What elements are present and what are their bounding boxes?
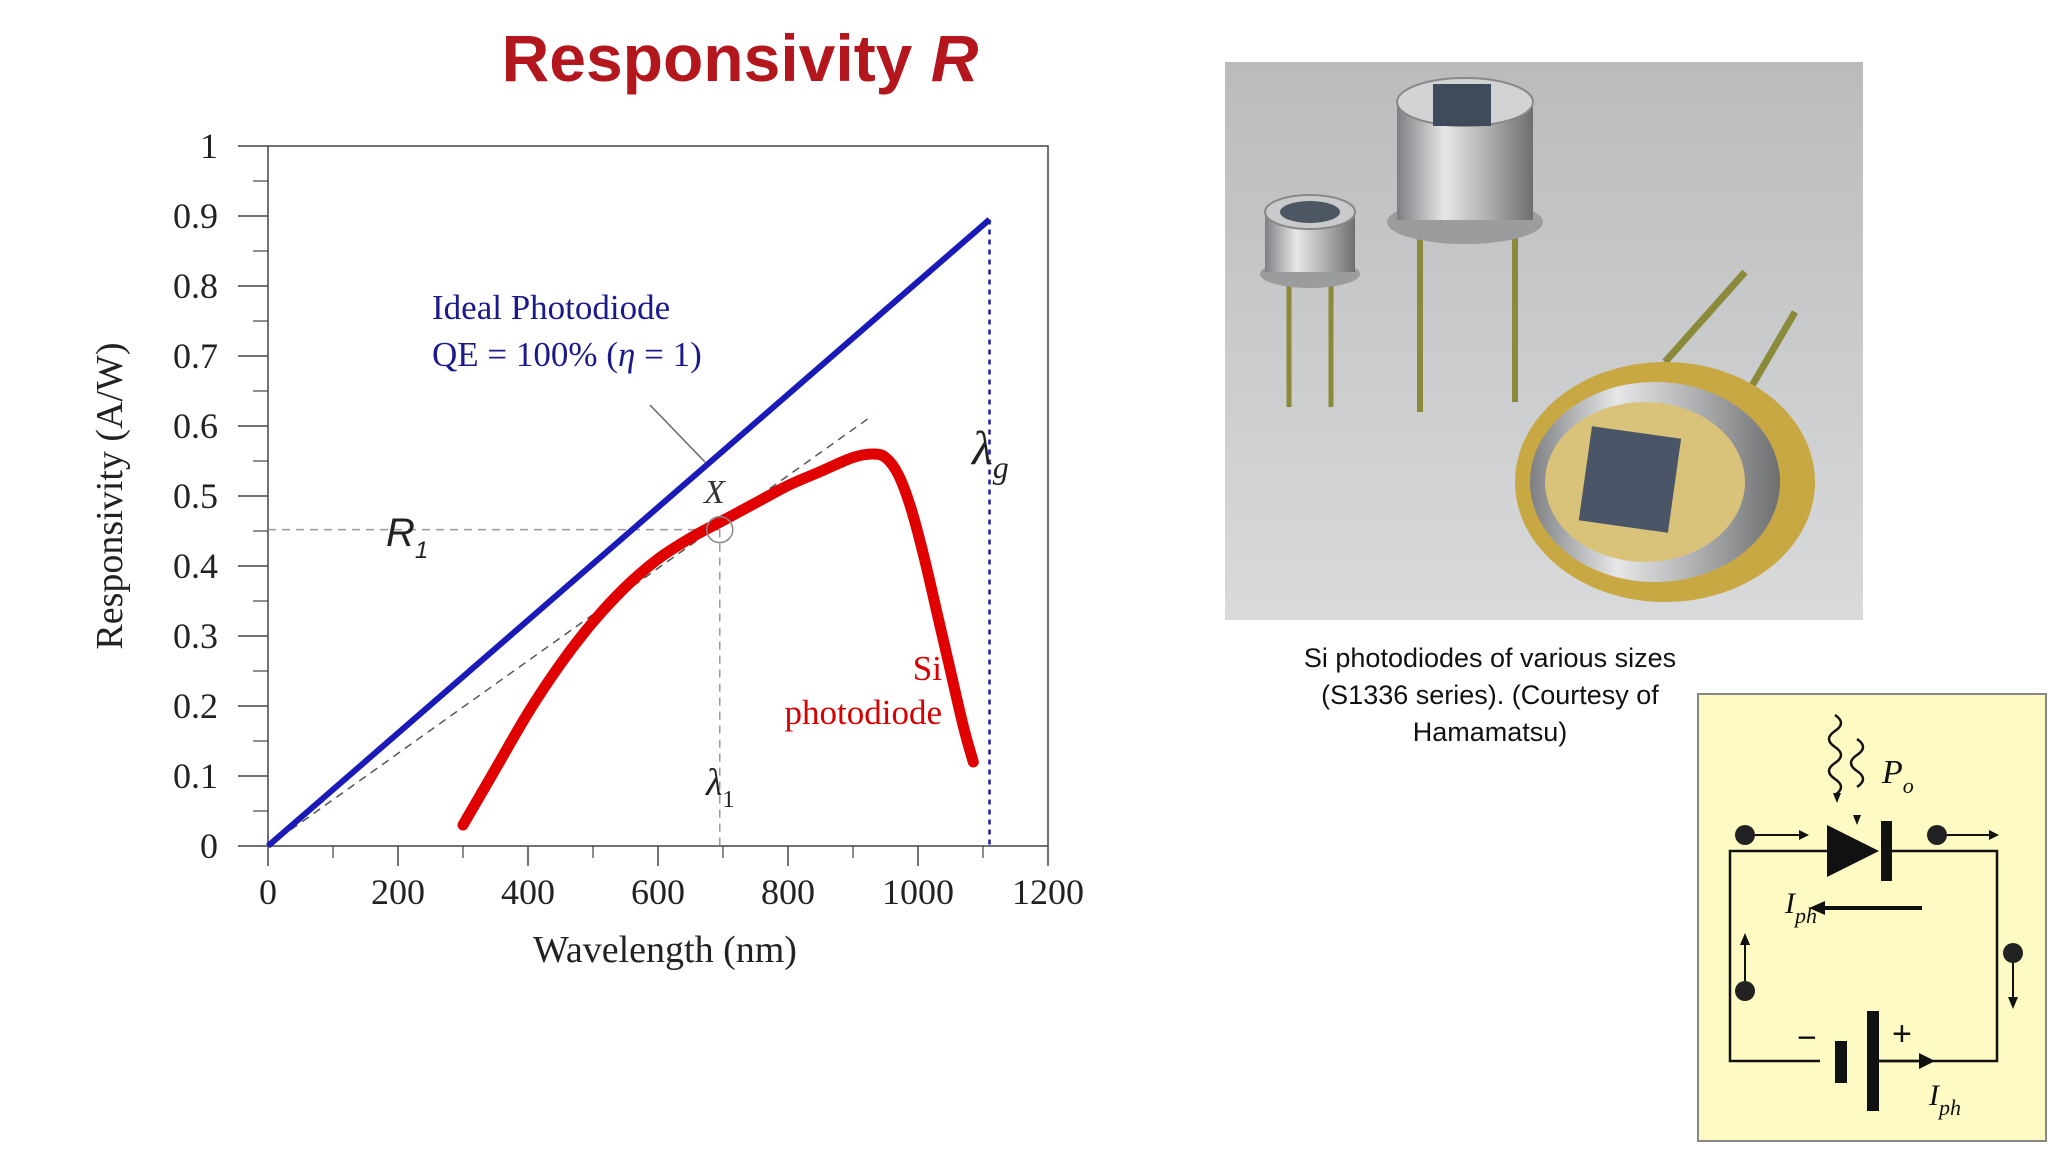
lambda1-label: λ1 (705, 762, 734, 813)
battery-plus: + (1892, 1015, 1912, 1053)
series-si-photodiode (457, 448, 979, 831)
y-tick-label: 0.6 (173, 406, 218, 446)
tangent-line (267, 414, 873, 847)
photo-caption: Si photodiodes of various sizes (S1336 s… (1260, 640, 1720, 751)
y-tick-label: 0.7 (173, 336, 218, 376)
x-axis-label: Wavelength (nm) (533, 929, 797, 971)
title-main: Responsivity (501, 21, 913, 95)
po-label: Po (1881, 754, 1914, 798)
axis-ticks (238, 145, 1049, 866)
y-tick-label: 0.3 (173, 616, 218, 656)
series-ideal-photodiode (266, 217, 992, 849)
y-tick-label: 0.1 (173, 756, 218, 796)
x-tick-label: 400 (501, 872, 555, 912)
caption-line3: Hamamatsu) (1412, 717, 1568, 747)
photodiode-circuit-diagram: Po Iph − + Iph (1697, 693, 2047, 1142)
y-tick-label: 0.4 (173, 546, 218, 586)
x-tick-label: 600 (631, 872, 685, 912)
responsivity-chart: 0 0.1 0.2 0.3 0.4 0.5 0.6 0.7 0.8 0.9 1 0 200 400 600… (89, 126, 1084, 971)
ideal-label-line1: Ideal Photodiode (432, 288, 670, 327)
battery-minus: − (1797, 1019, 1817, 1057)
ideal-label-line2: QE = 100% (η = 1) (432, 335, 702, 374)
x-tick-label: 0 (259, 872, 277, 912)
operating-point-marker (706, 515, 734, 544)
iph-label-top: Iph (1784, 887, 1817, 928)
r1-label: R1 (386, 511, 428, 564)
slide-title: Responsivity R (440, 20, 1040, 96)
point-x-label: X (702, 474, 726, 511)
diode-symbol (1827, 825, 1879, 877)
ideal-label-pointer (649, 404, 706, 463)
medium-photodiode (1387, 77, 1543, 412)
x-tick-labels: 0 200 400 600 800 1000 1200 (259, 872, 1084, 912)
si-label-line2: photodiode (785, 693, 942, 732)
title-variable: R (930, 21, 979, 95)
y-axis-label: Responsivity (A/W) (89, 342, 131, 649)
iph-label-bottom: Iph (1928, 1079, 1961, 1120)
y-tick-labels: 0 0.1 0.2 0.3 0.4 0.5 0.6 0.7 0.8 0.9 1 (173, 126, 218, 866)
x-tick-label: 1200 (1012, 872, 1084, 912)
y-tick-label: 0.2 (173, 686, 218, 726)
large-photodiode (1515, 269, 1815, 602)
y-tick-label: 0.9 (173, 196, 218, 236)
caption-line1: Si photodiodes of various sizes (1303, 643, 1677, 673)
caption-line2: (S1336 series). (Courtesy of (1321, 680, 1659, 710)
y-tick-label: 0.8 (173, 266, 218, 306)
y-tick-label: 0.5 (173, 476, 218, 516)
x-tick-label: 800 (761, 872, 815, 912)
si-label-line1: Si (913, 649, 942, 688)
x-tick-label: 200 (371, 872, 425, 912)
lambdag-label: λg (970, 422, 1009, 485)
small-photodiode (1260, 194, 1360, 407)
photodiodes-photo (1225, 62, 1863, 620)
y-tick-label: 0 (200, 826, 218, 866)
x-tick-label: 1000 (882, 872, 954, 912)
y-tick-label: 1 (200, 126, 218, 166)
